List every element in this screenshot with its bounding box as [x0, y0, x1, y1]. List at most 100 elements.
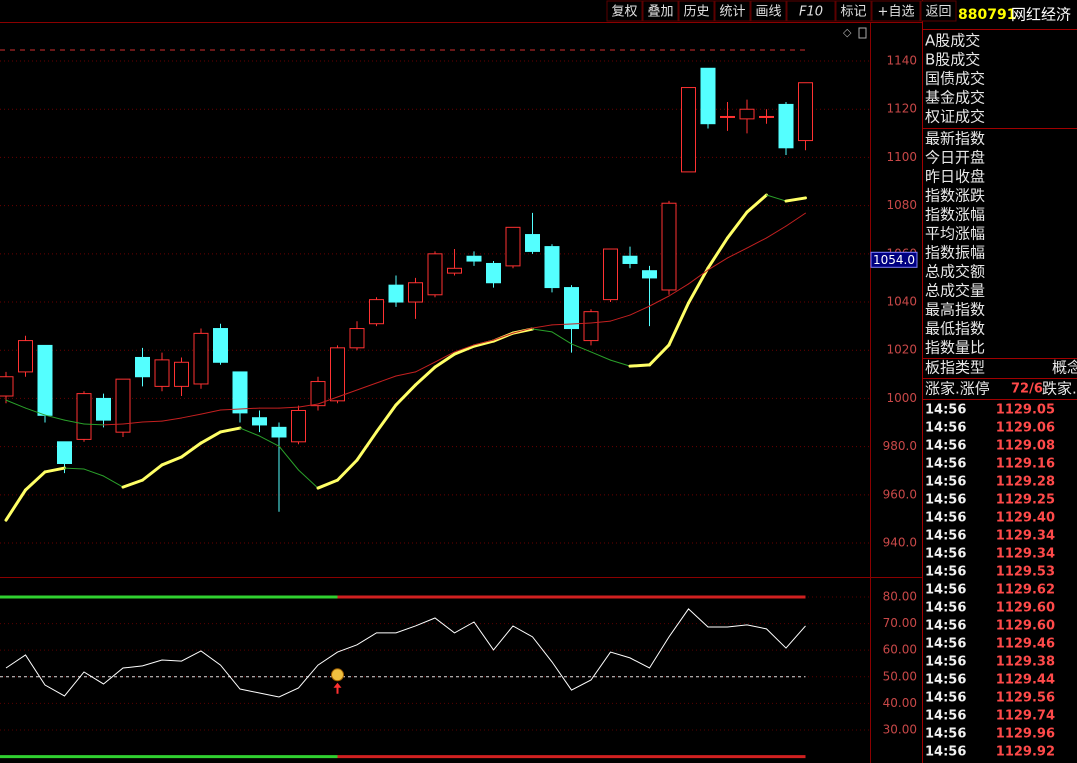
y-tick-label: 1100 — [886, 150, 917, 164]
tick-time: 14:56 — [925, 745, 966, 760]
tick-price: 1129.53 — [996, 565, 1055, 580]
moving-average — [726, 210, 749, 240]
moving-average — [239, 407, 260, 410]
toolbar-label[interactable]: 复权 — [611, 4, 637, 20]
candle-body — [466, 255, 482, 262]
candle-body — [193, 332, 209, 385]
y-tick-label: 40.00 — [883, 696, 917, 710]
moving-average — [239, 427, 260, 437]
toolbar-label[interactable]: 返回 — [925, 5, 951, 20]
moving-average — [64, 419, 85, 425]
row-label: 权证成交 — [925, 108, 985, 126]
moving-average — [122, 421, 143, 425]
toolbar-button[interactable] — [606, 0, 643, 22]
tick-time: 14:56 — [925, 691, 966, 706]
moving-average — [316, 478, 339, 490]
moving-average — [590, 351, 611, 361]
row-label: 国债成交 — [925, 70, 985, 88]
toolbar-button[interactable] — [750, 0, 787, 22]
icon[interactable] — [858, 27, 867, 39]
toolbar-button[interactable] — [678, 0, 715, 22]
tick-time: 14:56 — [925, 457, 966, 472]
moving-average — [298, 469, 319, 489]
tick-price: 1129.08 — [996, 439, 1055, 454]
tick-price: 1129.96 — [996, 727, 1055, 742]
moving-average — [337, 389, 358, 398]
tick-price: 1129.74 — [996, 709, 1055, 724]
row-label: 最低指数 — [925, 320, 985, 338]
toolbar-button[interactable] — [871, 0, 921, 22]
tick-time: 14:56 — [925, 583, 966, 598]
candle-body — [76, 393, 92, 440]
tick-price: 1129.60 — [996, 619, 1055, 634]
moving-average — [707, 257, 728, 271]
candle-body — [174, 361, 189, 387]
candle-body — [330, 347, 345, 402]
toolbar-button[interactable] — [642, 0, 679, 22]
candle-body — [681, 87, 696, 173]
tick-price: 1129.34 — [996, 529, 1055, 544]
candle-body — [271, 426, 287, 438]
tick-time: 14:56 — [925, 601, 966, 616]
toolbar-button[interactable] — [786, 0, 836, 22]
tick-time: 14:56 — [925, 727, 966, 742]
tick-price: 1129.05 — [996, 403, 1055, 418]
moving-average — [356, 382, 377, 391]
candle-body — [18, 340, 33, 373]
moving-average — [473, 339, 494, 346]
icon[interactable]: ◇ — [843, 26, 852, 39]
tick-time: 14:56 — [925, 673, 966, 688]
y-tick-label: 1080 — [886, 198, 917, 212]
moving-average — [472, 339, 495, 348]
toolbar-label[interactable]: 标记 — [840, 5, 866, 20]
tick-price: 1129.16 — [996, 457, 1055, 472]
candle-body — [213, 328, 228, 363]
row-label: 基金成交 — [925, 89, 985, 107]
moving-average — [220, 408, 241, 411]
row-label: 涨家.涨停 — [925, 380, 990, 398]
moving-average — [24, 470, 47, 492]
y-tick-label: 80.00 — [883, 589, 917, 603]
moving-average — [180, 441, 203, 459]
tick-time: 14:56 — [925, 529, 966, 544]
moving-average — [688, 269, 709, 285]
toolbar-label[interactable]: +自选 — [878, 5, 915, 20]
moving-average — [571, 322, 592, 325]
toolbar-button[interactable] — [714, 0, 751, 22]
tick-price: 1129.62 — [996, 583, 1055, 598]
y-tick-label: 1120 — [886, 102, 917, 116]
tick-time: 14:56 — [925, 619, 966, 634]
name: 网红经济 — [1011, 6, 1071, 24]
code: 880791 — [958, 7, 1016, 23]
toolbar-label[interactable]: 历史 — [683, 5, 709, 20]
candle-body — [720, 115, 735, 118]
moving-average — [649, 295, 670, 307]
moving-average — [25, 407, 46, 416]
moving-average — [199, 430, 222, 445]
moving-average — [785, 212, 806, 227]
toolbar-label[interactable]: 统计 — [719, 5, 745, 20]
y-tick-label: 940.0 — [883, 536, 917, 550]
candle-body — [154, 359, 170, 387]
moving-average — [648, 343, 671, 367]
toolbar-label[interactable]: 叠加 — [647, 5, 673, 20]
row-label: 昨日收盘 — [925, 168, 985, 186]
toolbar-label[interactable]: F10 — [799, 5, 823, 20]
tick-time: 14:56 — [925, 403, 966, 418]
row-label: A股成交 — [925, 32, 980, 50]
tick-price: 1129.25 — [996, 493, 1055, 508]
moving-average — [512, 327, 533, 334]
toolbar-button[interactable] — [920, 0, 957, 22]
toolbar-label[interactable]: 画线 — [755, 5, 781, 20]
row-value: 72/6 — [1011, 382, 1043, 397]
moving-average — [415, 361, 436, 373]
moving-average — [200, 409, 221, 415]
toolbar-button[interactable] — [835, 0, 872, 22]
candle-body — [135, 356, 150, 378]
candle-body — [349, 328, 365, 349]
moving-average — [44, 414, 65, 421]
moving-average — [551, 331, 572, 345]
moving-average — [121, 478, 144, 489]
moving-average — [610, 359, 631, 367]
signal-arrow — [333, 682, 342, 694]
